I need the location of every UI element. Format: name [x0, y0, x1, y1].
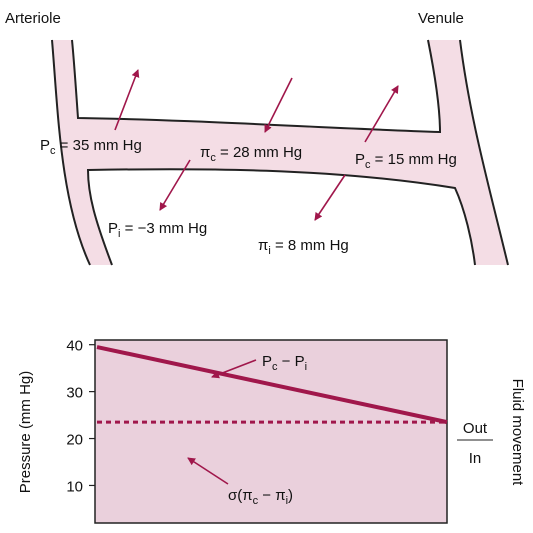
right-label: Fluid movement	[509, 379, 526, 487]
force-label-part: = 28 mm Hg	[216, 144, 302, 161]
series-label-part: − P	[278, 353, 305, 370]
force-label: πc = 28 mm Hg	[200, 144, 302, 164]
force-label: πi = 8 mm Hg	[258, 237, 349, 257]
capillary-fill	[52, 40, 508, 265]
series-label-part: − π	[258, 487, 285, 504]
force-label-part: P	[355, 151, 365, 168]
force-arrows	[114, 69, 399, 221]
series-line	[96, 345, 448, 425]
series-label-part: σ(π	[228, 487, 253, 504]
force-label-part: = 35 mm Hg	[56, 137, 142, 154]
force-label-part: π	[200, 144, 210, 161]
out-label: Out	[463, 420, 488, 437]
force-label-part: i	[118, 228, 120, 240]
force-label-part: i	[268, 245, 270, 257]
force-label-part: P	[108, 220, 118, 237]
vessel-label: Arteriole	[5, 10, 61, 27]
series-label: σ(πc − πi)	[228, 487, 293, 507]
series-label-part: i	[286, 495, 288, 507]
series-label-part: c	[272, 361, 278, 373]
force-label-part: = 15 mm Hg	[371, 151, 457, 168]
vessel-label: Venule	[418, 10, 464, 27]
series-label-part: )	[288, 487, 293, 504]
force-label-part: c	[50, 145, 56, 157]
force-label-part: π	[258, 237, 268, 254]
force-label-part: = 8 mm Hg	[271, 237, 349, 254]
force-label-part: P	[40, 137, 50, 154]
series-label-part: c	[253, 495, 259, 507]
plot-area	[94, 339, 448, 524]
in-label: In	[469, 450, 482, 467]
force-label: Pc = 35 mm Hg	[40, 137, 142, 157]
force-label-part: c	[210, 152, 216, 164]
force-label-part: = −3 mm Hg	[120, 220, 207, 237]
series-label: Pc − Pi	[262, 353, 307, 373]
y-axis-label: Pressure (mm Hg)	[17, 371, 34, 494]
force-label-part: c	[365, 159, 371, 171]
series-label-part: i	[305, 361, 307, 373]
series-label-part: P	[262, 353, 272, 370]
y-tick-label: 20	[66, 432, 83, 449]
y-tick-label: 40	[66, 338, 83, 355]
force-label: Pi = −3 mm Hg	[108, 220, 207, 240]
y-tick-label: 30	[66, 385, 83, 402]
y-tick-label: 10	[66, 478, 83, 495]
force-label: Pc = 15 mm Hg	[355, 151, 457, 171]
